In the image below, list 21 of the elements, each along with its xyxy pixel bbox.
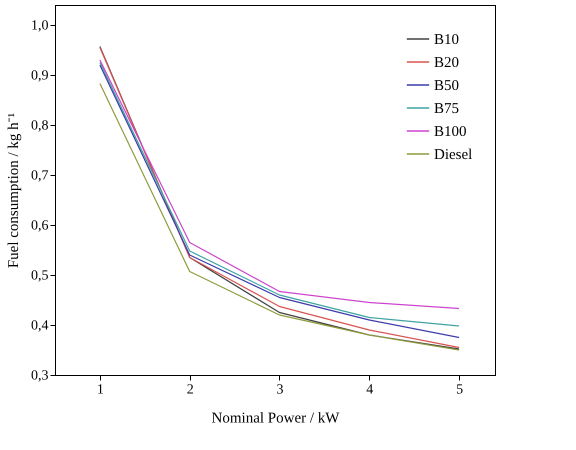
x-tick-label: 3 xyxy=(276,382,284,398)
x-axis-title: Nominal Power / kW xyxy=(212,410,340,426)
legend-label: B10 xyxy=(434,32,460,48)
y-tick-label: 0,4 xyxy=(31,318,48,334)
y-tick-label: 0,3 xyxy=(31,368,48,384)
y-tick-label: 0,5 xyxy=(31,268,48,284)
legend-label: Diesel xyxy=(434,147,472,163)
legend-label: B20 xyxy=(434,55,460,71)
x-tick-label: 2 xyxy=(186,382,194,398)
y-axis-title: Fuel consumption / kg h⁻¹ xyxy=(6,112,22,268)
x-tick-label: 1 xyxy=(96,382,104,398)
legend-label: B75 xyxy=(434,101,460,117)
y-tick-label: 0,6 xyxy=(31,218,48,234)
x-tick-label: 5 xyxy=(456,382,464,398)
y-tick-label: 0,9 xyxy=(31,68,48,84)
y-tick-label: 1,0 xyxy=(31,18,48,34)
legend-label: B50 xyxy=(434,78,460,94)
legend-label: B100 xyxy=(434,124,467,140)
y-tick-label: 0,7 xyxy=(31,168,48,184)
y-tick-label: 0,8 xyxy=(31,118,48,134)
x-tick-label: 4 xyxy=(366,382,374,398)
